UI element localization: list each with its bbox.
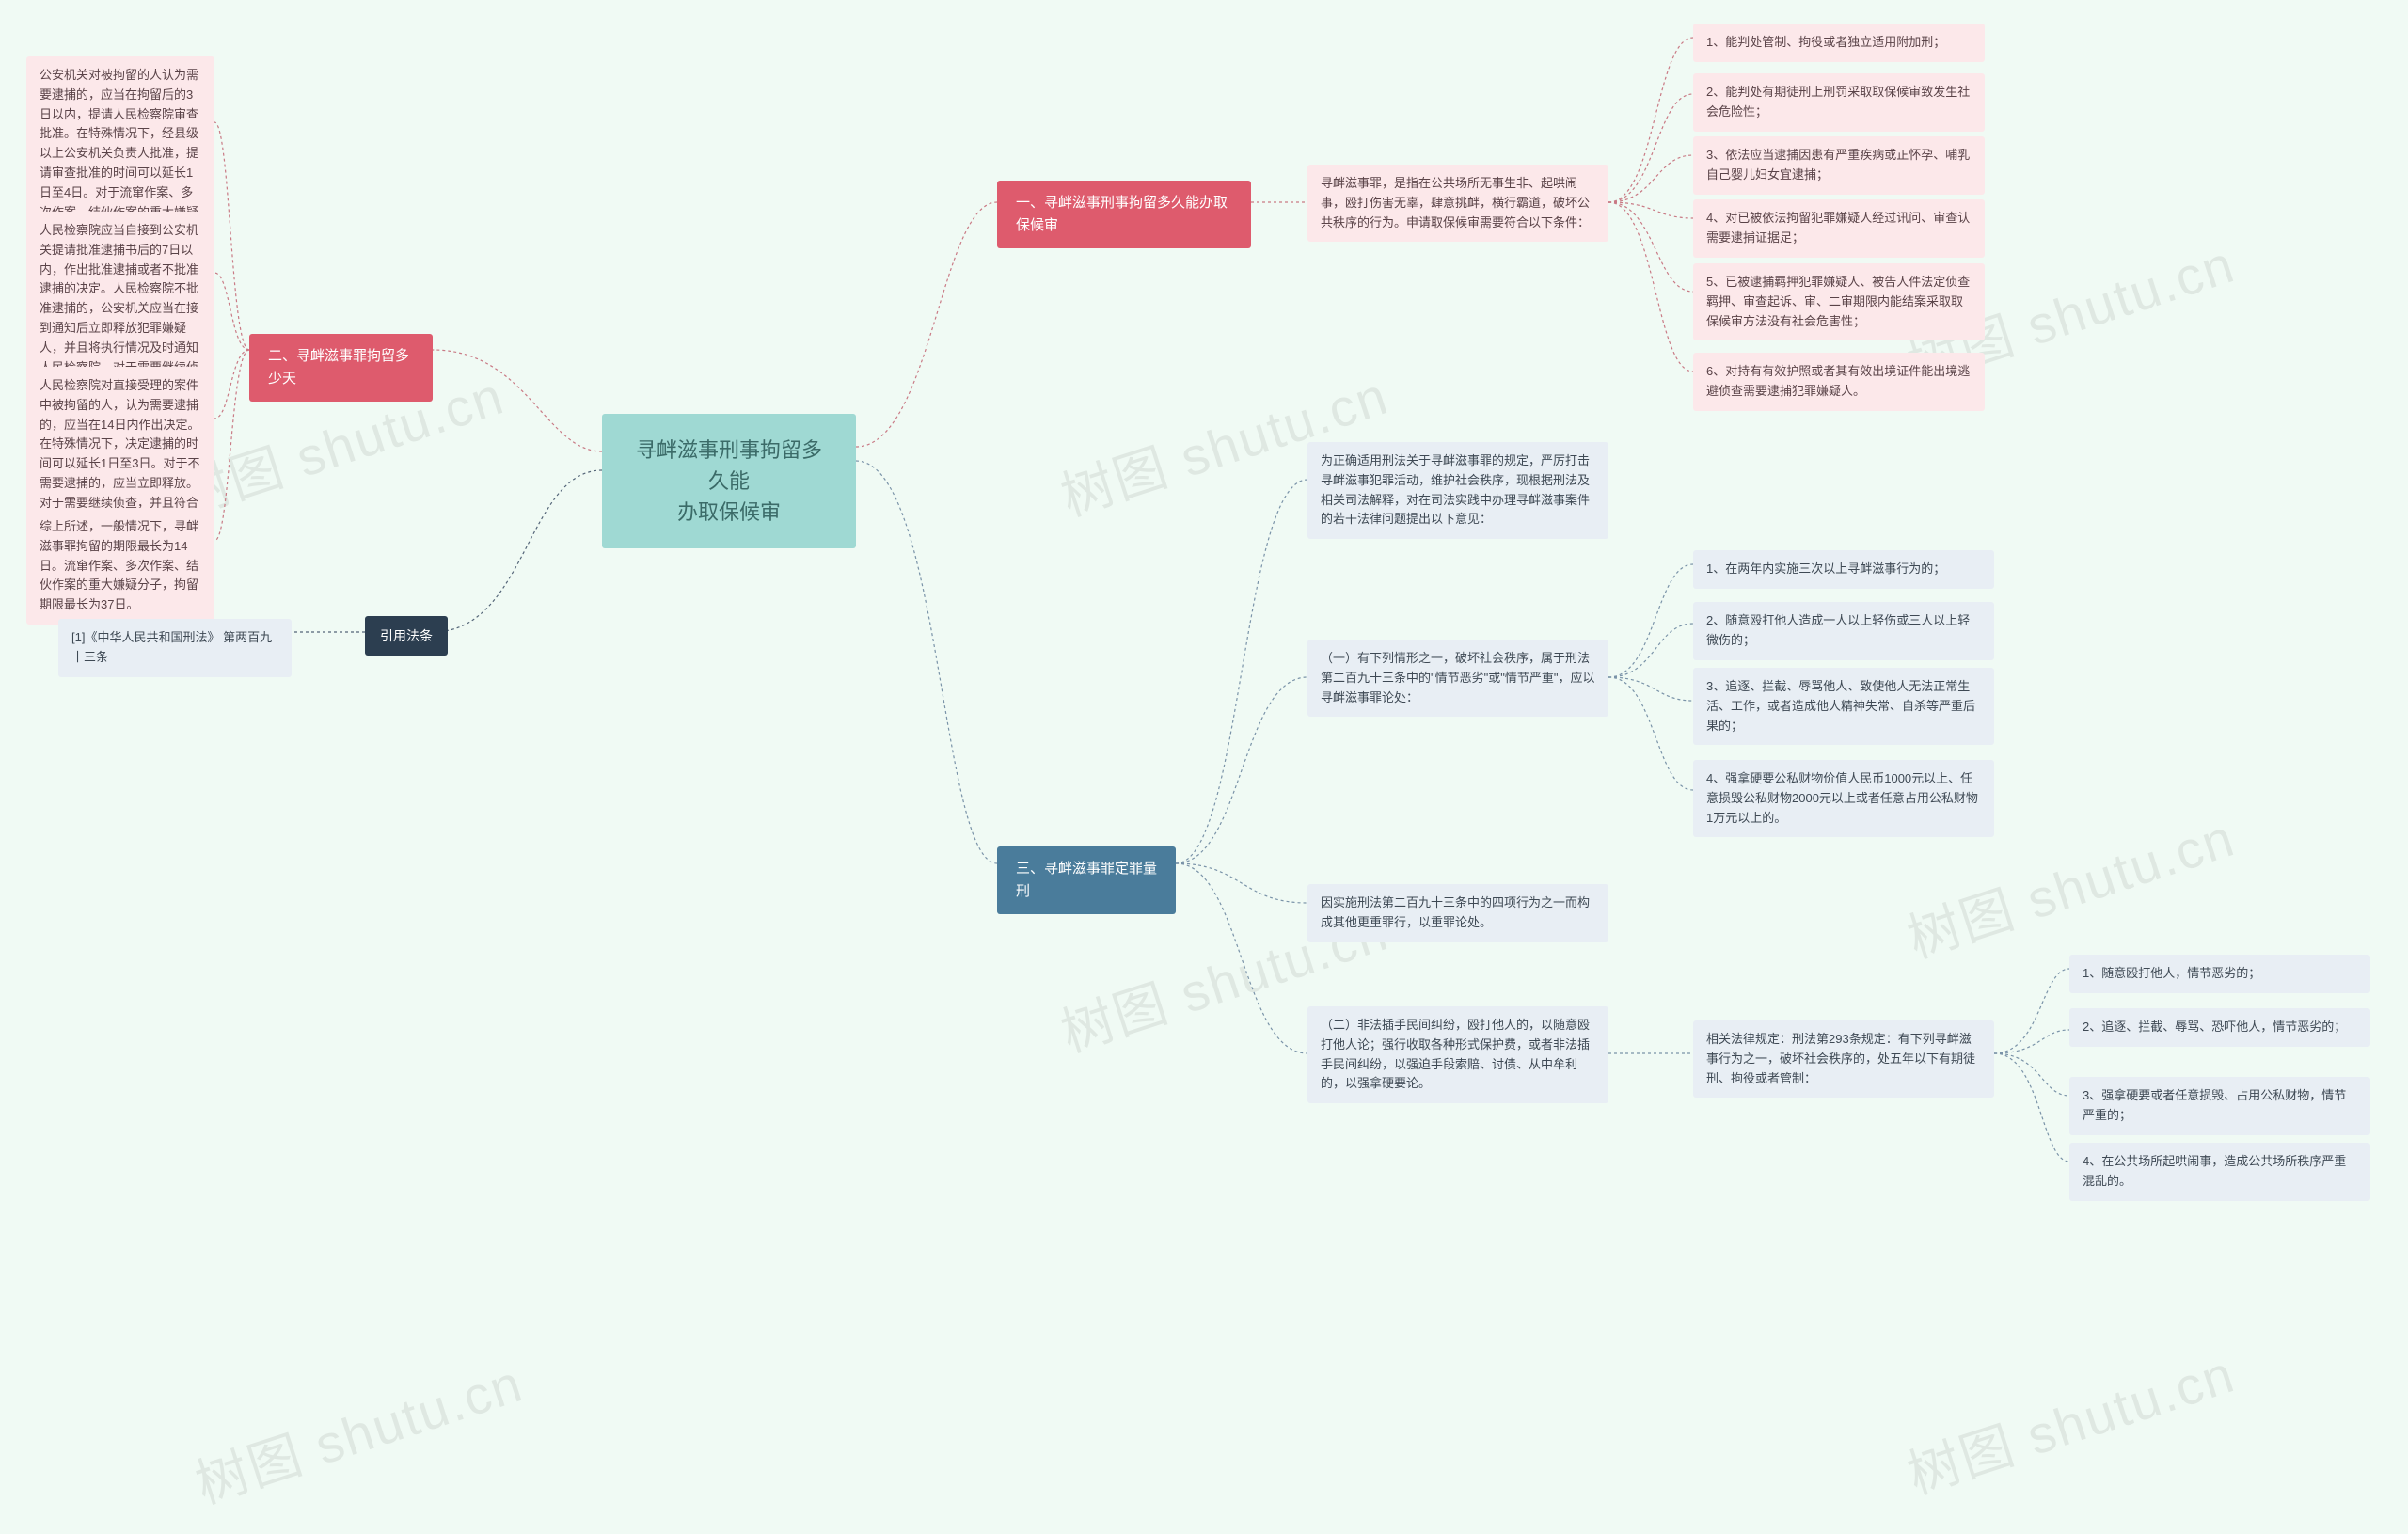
section-1-item: 4、对已被依法拘留犯罪嫌疑人经过讯问、审查认需要逮捕证据足； [1693,199,1985,258]
section-1-item: 6、对持有有效护照或者其有效出境证件能出境逃避侦查需要逮捕犯罪嫌疑人。 [1693,353,1985,411]
center-title: 寻衅滋事刑事拘留多久能 办取保候审 [602,414,856,548]
section-1-item: 3、依法应当逮捕因患有严重疾病或正怀孕、哺乳自己婴儿妇女宜逮捕； [1693,136,1985,195]
section-1-item: 1、能判处管制、拘役或者独立适用附加刑； [1693,24,1985,62]
section-3-a-item: 1、在两年内实施三次以上寻衅滋事行为的； [1693,550,1994,589]
ref-item: [1]《中华人民共和国刑法》 第两百九十三条 [58,619,292,677]
section-3-c-item: 2、追逐、拦截、辱骂、恐吓他人，情节恶劣的； [2069,1008,2370,1047]
section-3-c-item: 1、随意殴打他人，情节恶劣的； [2069,955,2370,993]
section-2-title: 二、寻衅滋事罪拘留多少天 [249,334,433,402]
section-1-title: 一、寻衅滋事刑事拘留多久能办取 保候审 [997,181,1251,248]
section-3-c-sub: 相关法律规定：刑法第293条规定：有下列寻衅滋事行为之一，破坏社会秩序的，处五年… [1693,1020,1994,1098]
section-3-a-item: 2、随意殴打他人造成一人以上轻伤或三人以上轻微伤的； [1693,602,1994,660]
section-3-b: 因实施刑法第二百九十三条中的四项行为之一而构成其他更重罪行，以重罪论处。 [1307,884,1608,942]
section-3-intro: 为正确适用刑法关于寻衅滋事罪的规定，严厉打击寻衅滋事犯罪活动，维护社会秩序，现根… [1307,442,1608,539]
section-3-c-item: 4、在公共场所起哄闹事，造成公共场所秩序严重混乱的。 [2069,1143,2370,1201]
section-3-title: 三、寻衅滋事罪定罪量刑 [997,846,1176,914]
section-3-a-item: 3、追逐、拦截、辱骂他人、致使他人无法正常生活、工作，或者造成他人精神失常、自杀… [1693,668,1994,745]
section-3-a-title: （一）有下列情形之一，破坏社会秩序，属于刑法第二百九十三条中的"情节恶劣"或"情… [1307,640,1608,717]
section-3-a-item: 4、强拿硬要公私财物价值人民币1000元以上、任意损毁公私财物2000元以上或者… [1693,760,1994,837]
section-1-intro: 寻衅滋事罪，是指在公共场所无事生非、起哄闹事，殴打伤害无辜，肆意挑衅，横行霸道，… [1307,165,1608,242]
ref-title: 引用法条 [365,616,448,656]
section-1-item: 5、已被逮捕羁押犯罪嫌疑人、被告人件法定侦查羁押、审查起诉、审、二审期限内能结案… [1693,263,1985,340]
section-3-c-title: （二）非法插手民间纠纷，殴打他人的，以随意殴打他人论；强行收取各种形式保护费，或… [1307,1006,1608,1103]
watermark: 树图 shutu.cn [184,1341,531,1519]
watermark: 树图 shutu.cn [1896,1332,2243,1510]
section-1-item: 2、能判处有期徒刑上刑罚采取取保候审致发生社会危险性； [1693,73,1985,132]
section-2-item: 综上所述，一般情况下，寻衅滋事罪拘留的期限最长为14日。流窜作案、多次作案、结伙… [26,508,214,625]
section-3-c-item: 3、强拿硬要或者任意损毁、占用公私财物，情节严重的； [2069,1077,2370,1135]
